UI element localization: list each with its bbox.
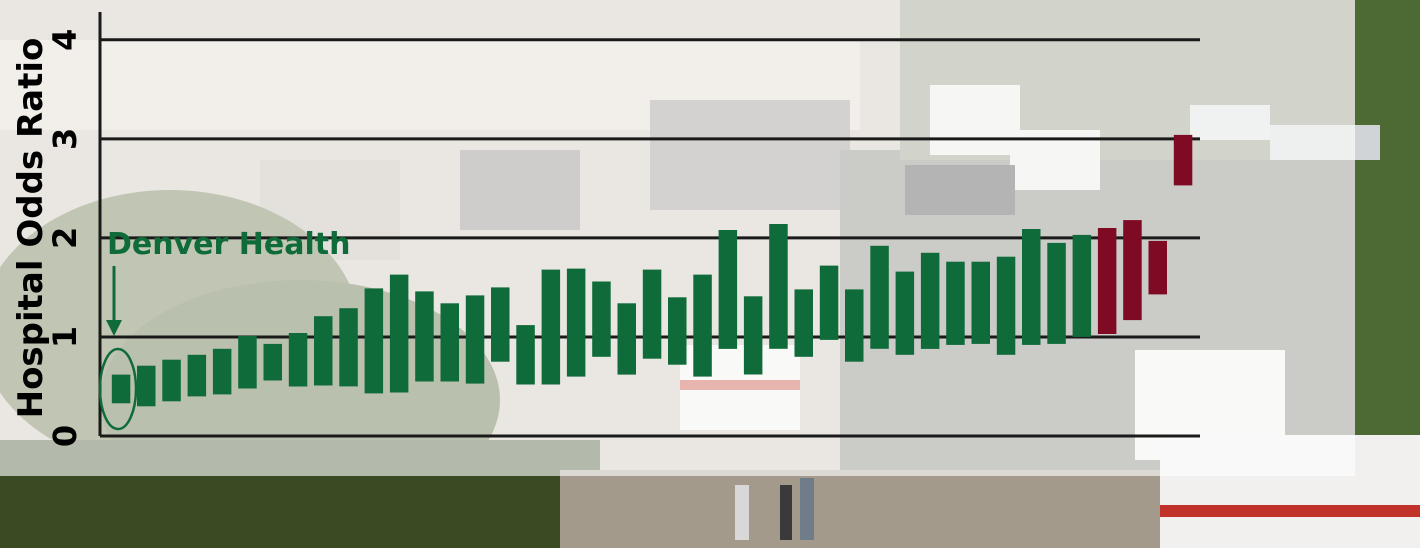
range-bar-37 [1022,229,1041,345]
range-bar-25 [718,230,738,349]
y-tick-label: 4 [46,29,84,51]
range-bar-26 [743,296,763,375]
annotation-label: Denver Health [107,227,350,262]
range-bar-15 [465,295,485,384]
range-bar-8 [288,333,308,387]
range-bars [111,134,1193,407]
range-bar-7 [263,343,282,381]
range-bar-17 [516,325,535,385]
y-tick-label: 2 [46,227,84,249]
range-bar-9 [314,316,333,386]
range-bar-19 [566,268,586,377]
range-bar-1 [111,374,131,404]
range-bar-14 [440,303,459,382]
range-bar-6 [238,336,257,389]
range-bar-12 [389,274,409,393]
range-bar-28 [794,289,813,357]
range-bar-10 [339,308,358,387]
range-bar-11 [364,288,384,394]
range-bar-13 [415,291,434,382]
range-bar-41 [1123,220,1142,321]
y-tick-label: 3 [46,128,84,150]
range-bar-5 [212,348,232,395]
range-bar-34 [946,261,965,345]
range-bar-16 [491,287,510,362]
range-bar-32 [895,271,915,355]
range-bar-30 [845,289,864,362]
range-bar-36 [996,256,1016,355]
range-bar-29 [819,265,839,340]
y-axis-title: Hospital Odds Ratio [11,38,51,419]
range-bar-24 [693,274,712,377]
annotation-circle [98,347,138,431]
range-bar-18 [541,269,561,385]
y-tick-label: 1 [46,326,84,348]
range-bar-4 [187,354,207,397]
annotation-arrow-head [106,320,122,336]
range-bar-3 [162,359,181,402]
range-bar-23 [668,297,687,365]
range-bar-2 [137,365,156,407]
y-tick-label: 0 [46,425,84,447]
y-tick-labels: 0 1 2 3 4 [46,29,84,447]
range-bar-22 [642,269,662,359]
denver-health-annotation: Denver Health [98,227,350,431]
range-bar-33 [920,252,940,349]
range-bar-43 [1173,134,1193,186]
range-bar-35 [971,261,990,344]
range-bar-38 [1047,242,1066,344]
range-bar-39 [1072,234,1092,337]
range-bar-27 [769,224,788,349]
range-bar-31 [870,245,889,349]
range-bar-20 [592,281,611,357]
range-bar-21 [617,303,636,375]
axes [98,12,1200,438]
range-bar-42 [1148,240,1167,295]
range-bar-40 [1097,228,1117,334]
